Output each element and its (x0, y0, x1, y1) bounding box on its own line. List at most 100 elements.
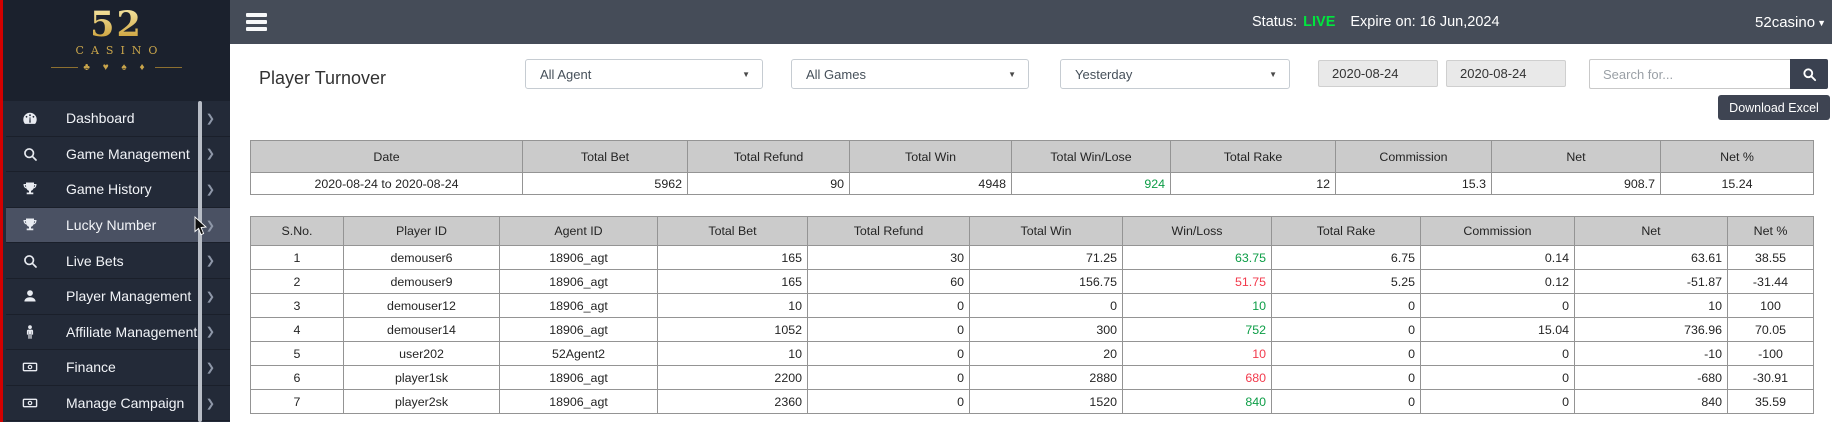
column-header-net: Net (1574, 216, 1728, 246)
sidebar-item-manage-campaign[interactable]: Manage Campaign ❯ (6, 386, 230, 422)
sidebar-item-player-management[interactable]: Player Management ❯ (6, 279, 230, 315)
table-row: 1 demouser6 18906_agt 165 30 71.25 63.75 6.75 0.… (250, 245, 1814, 270)
chevron-down-icon: ▼ (1817, 18, 1826, 28)
table-cell: 1520 (969, 389, 1123, 414)
chevron-right-icon: ❯ (205, 255, 215, 268)
table-row: 6 player1sk 18906_agt 2200 0 2880 680 0 0 -680 -30… (250, 365, 1814, 390)
column-header-total-bet: Total Bet (522, 140, 688, 173)
table-cell: 0 (1271, 293, 1421, 318)
table-cell: 70.05 (1727, 317, 1814, 342)
topbar: Status: LIVE Expire on: 16 Jun,2024 52ca… (230, 0, 1832, 44)
table-cell: 7 (250, 389, 344, 414)
search-icon (1802, 67, 1816, 81)
person-icon (22, 324, 38, 340)
header-row: S.No. Player ID Agent ID Total Bet Total Ref… (250, 216, 1814, 246)
sidebar-item-label: Lucky Number (66, 217, 157, 234)
table-cell: 20 (969, 341, 1123, 366)
period-select[interactable]: Yesterday ▼ (1060, 59, 1290, 89)
chevron-down-icon: ▼ (1008, 69, 1016, 79)
table-cell: 736.96 (1574, 317, 1728, 342)
sidebar-item-game-management[interactable]: Game Management ❯ (6, 137, 230, 173)
chevron-right-icon: ❯ (205, 326, 215, 339)
table-cell: 0 (1271, 365, 1421, 390)
table-row: 5 user202 52Agent2 10 0 20 10 0 0 -10 -100 (250, 341, 1814, 366)
account-dropdown[interactable]: 52casino ▼ (1755, 0, 1826, 44)
chevron-right-icon: ❯ (205, 183, 215, 196)
column-header-total-win: Total Win (849, 140, 1012, 173)
table-cell: 0 (1271, 389, 1421, 414)
sidebar-item-label: Game History (66, 181, 152, 198)
column-header-commission: Commission (1420, 216, 1575, 246)
table-cell: player1sk (343, 365, 500, 390)
sidebar-item-label: Live Bets (66, 252, 124, 269)
table-cell: 2200 (657, 365, 808, 390)
table-cell: 18906_agt (499, 365, 658, 390)
banknote-icon (22, 395, 38, 411)
sidebar-item-live-bets[interactable]: Live Bets ❯ (6, 243, 230, 279)
table-cell: 4948 (849, 172, 1012, 195)
gauge-icon (22, 110, 38, 126)
chevron-right-icon: ❯ (205, 219, 215, 232)
column-header-total-rake: Total Rake (1170, 140, 1336, 173)
header-row: Date Total Bet Total Refund Total Win Total … (250, 140, 1814, 173)
trophy-icon (22, 181, 38, 197)
sidebar-item-lucky-number[interactable]: Lucky Number ❯ (6, 207, 230, 244)
table-cell: demouser6 (343, 245, 500, 270)
table-cell: 0 (1420, 341, 1575, 366)
table-row: 3 demouser12 18906_agt 10 0 0 10 0 0 10 100 (250, 293, 1814, 318)
table-cell: 0 (807, 365, 970, 390)
table-cell: demouser9 (343, 269, 500, 294)
sidebar-item-finance[interactable]: Finance ❯ (6, 350, 230, 386)
sidebar-item-affiliate-management[interactable]: Affiliate Management ❯ (6, 315, 230, 351)
search-button[interactable] (1790, 59, 1828, 89)
page-title: Player Turnover (259, 68, 387, 88)
table-cell: 908.7 (1491, 172, 1661, 195)
win-loss-cell: 63.75 (1122, 245, 1272, 270)
hamburger-menu-icon[interactable] (246, 13, 267, 34)
account-name: 52casino (1755, 13, 1816, 31)
chevron-down-icon: ▼ (1269, 69, 1277, 79)
table-cell: 2360 (657, 389, 808, 414)
period-select-value: Yesterday (1075, 66, 1133, 82)
table-cell: 18906_agt (499, 269, 658, 294)
sidebar-item-game-history[interactable]: Game History ❯ (6, 172, 230, 208)
date-from-input[interactable] (1318, 60, 1438, 87)
sidebar-item-dashboard[interactable]: Dashboard ❯ (6, 101, 230, 137)
trophy-icon (22, 217, 38, 233)
table-cell: 100 (1727, 293, 1814, 318)
expire-text: Expire on: 16 Jun,2024 (1350, 14, 1500, 30)
search-icon (22, 146, 38, 162)
search-icon (22, 253, 38, 269)
table-cell: 2020-08-24 to 2020-08-24 (250, 172, 523, 195)
sidebar-scrollbar[interactable] (198, 101, 202, 422)
table-row: 2020-08-24 to 2020-08-24 5962 90 4948 924 12 1… (250, 172, 1814, 195)
table-cell: 18906_agt (499, 245, 658, 270)
date-to-input[interactable] (1446, 60, 1566, 87)
column-header-date: Date (250, 140, 523, 173)
win-loss-cell: 10 (1122, 293, 1272, 318)
chevron-right-icon: ❯ (205, 361, 215, 374)
table-cell: 2 (250, 269, 344, 294)
column-header-commission: Commission (1335, 140, 1492, 173)
games-select[interactable]: All Games ▼ (791, 59, 1029, 89)
win-loss-cell: 10 (1122, 341, 1272, 366)
download-excel-button[interactable]: Download Excel (1718, 95, 1830, 120)
win-loss-cell: 924 (1011, 172, 1171, 195)
table-cell: 165 (657, 269, 808, 294)
table-cell: 0 (807, 317, 970, 342)
table-cell: 0 (1271, 317, 1421, 342)
chevron-right-icon: ❯ (205, 397, 215, 410)
table-cell: -30.91 (1727, 365, 1814, 390)
table-cell: 71.25 (969, 245, 1123, 270)
table-cell: 15.3 (1335, 172, 1492, 195)
chevron-down-icon: ▼ (742, 69, 750, 79)
logo[interactable]: 52 CASINO ♣ ♥ ♠ ♦ (3, 0, 230, 101)
column-header-total-bet: Total Bet (657, 216, 808, 246)
search-input[interactable] (1589, 59, 1790, 89)
sidebar-menu: Dashboard ❯ Game Management ❯ Game History ❯ L… (6, 101, 230, 422)
table-cell: 5 (250, 341, 344, 366)
sidebar-item-label: Affiliate Management (66, 323, 198, 340)
summary-table: Date Total Bet Total Refund Total Win Total … (250, 140, 1814, 195)
agent-select[interactable]: All Agent ▼ (525, 59, 763, 89)
